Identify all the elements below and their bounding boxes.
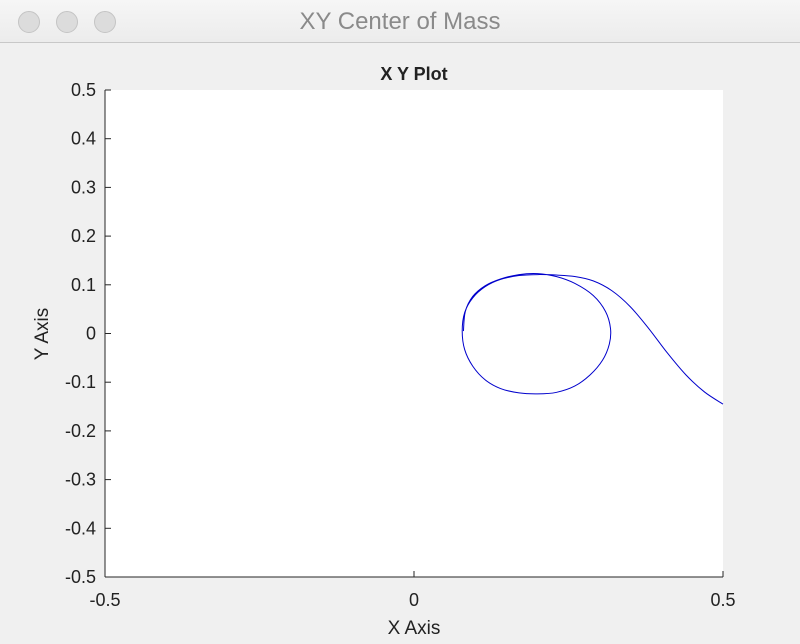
- y-tick-label: -0.1: [65, 372, 96, 392]
- series-line-0: [461, 272, 724, 405]
- minimize-window-button[interactable]: [56, 11, 78, 33]
- x-ticks: -0.5 0 0.5: [89, 571, 736, 610]
- zoom-window-button[interactable]: [94, 11, 116, 33]
- y-tick-label: 0.1: [71, 275, 96, 295]
- chart: X Y Plot X Axis Y Axis -0.5 0 0.5 -0.5 -0.4…: [32, 64, 736, 639]
- y-tick-label: 0.4: [71, 129, 96, 149]
- y-tick-label: 0.3: [71, 177, 96, 197]
- y-tick-label: -0.3: [65, 470, 96, 490]
- chart-title: X Y Plot: [380, 64, 447, 84]
- y-axis-label: Y Axis: [32, 308, 53, 360]
- close-window-button[interactable]: [18, 11, 40, 33]
- y-tick-label: -0.4: [65, 518, 96, 538]
- series-layer: [461, 272, 724, 405]
- x-tick-label: -0.5: [89, 590, 120, 610]
- x-tick-label: 0.5: [710, 590, 735, 610]
- window-title: XY Center of Mass: [299, 8, 501, 35]
- y-tick-label: 0: [86, 324, 96, 344]
- y-tick-label: 0.5: [71, 80, 96, 100]
- plot-area: [105, 90, 723, 577]
- y-tick-label: -0.2: [65, 421, 96, 441]
- y-tick-label: 0.2: [71, 226, 96, 246]
- y-tick-label: -0.5: [65, 567, 96, 587]
- x-axis-label: X Axis: [388, 618, 441, 639]
- title-bar[interactable]: XY Center of Mass: [0, 0, 800, 43]
- y-ticks: -0.5 -0.4 -0.3 -0.2 -0.1 0 0.1 0.2 0.3 0.4 0.5: [65, 80, 111, 587]
- x-tick-label: 0: [409, 590, 419, 610]
